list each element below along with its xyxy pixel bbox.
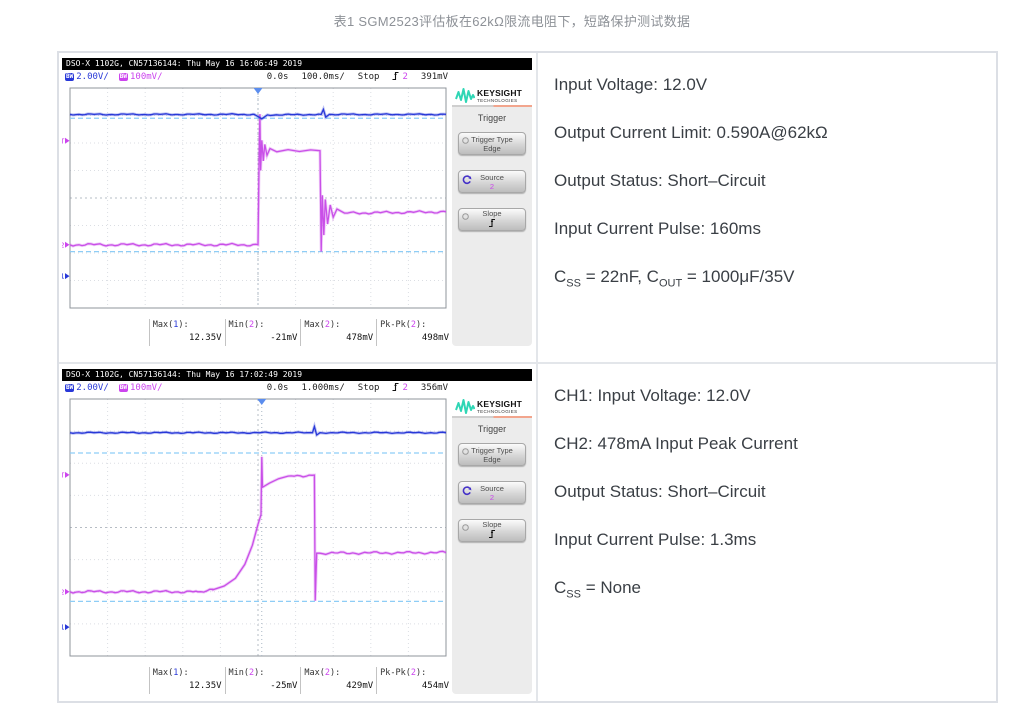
knob-icon (462, 486, 472, 498)
keysight-logo-icon (455, 399, 475, 414)
ch2-scale: 100mV/ (129, 383, 163, 393)
keysight-logo-icon (455, 88, 475, 103)
test-notes: Input Voltage: 12.0V Output Current Limit… (538, 53, 996, 294)
trigger-type-button[interactable]: Trigger Type Edge (458, 132, 526, 155)
measurement-max2: Max(2): 478mV (300, 319, 376, 346)
ch2-bw-badge: BW (118, 73, 128, 81)
rising-edge-icon (488, 218, 496, 230)
timebase: 1.000ms/ (301, 383, 345, 393)
measurement-bar: Max(1): 12.35V Min(2): -25mV Max(2): 429… (62, 667, 452, 694)
ch1-scale: 2.00V/ (76, 383, 109, 393)
measurement-min2: Min(2): -25mV (224, 667, 301, 694)
rising-edge-icon (392, 71, 399, 84)
divider (452, 105, 532, 107)
time-offset: 0.0s (266, 383, 289, 393)
ch1-scale: 2.00V/ (76, 72, 109, 82)
measurement-max1: Max(1): 12.35V (148, 667, 225, 694)
note-line: CSS = 22nF, COUT = 1000μF/35V (554, 267, 795, 290)
measurement-bar: Max(1): 12.35V Min(2): -21mV Max(2): 478… (62, 319, 452, 346)
trigger-source: 2 (402, 72, 408, 82)
trigger-source: 2 (402, 383, 408, 393)
rising-edge-icon (392, 382, 399, 395)
svg-text:T: T (62, 471, 65, 479)
note-line: CSS = None (554, 578, 641, 601)
svg-text:2: 2 (62, 241, 65, 249)
data-table: DSO-X 1102G, CN57136144: Thu May 16 16:0… (57, 51, 998, 703)
scope-title-bar: DSO-X 1102G, CN57136144: Thu May 16 16:0… (62, 58, 532, 70)
measurement-pkpk2: Pk-Pk(2): 454mV (376, 667, 452, 694)
cell-notes-2: CH1: Input Voltage: 12.0V CH2: 478mA Inpu… (538, 364, 996, 701)
softkey-dot-icon (462, 213, 469, 222)
keysight-logo: KEYSIGHT TECHNOLOGIES (452, 84, 532, 105)
ch1-bw-badge: BW (65, 73, 75, 81)
note-line: CH2: 478mA Input Peak Current (554, 434, 798, 453)
acquisition-state: Stop (357, 383, 380, 393)
trigger-panel: KEYSIGHT TECHNOLOGIES Trigger Trigger Ty… (452, 84, 532, 346)
trigger-slope-button[interactable]: Slope (458, 519, 526, 542)
ch1-bw-badge: BW (65, 384, 75, 392)
svg-text:2: 2 (62, 588, 65, 596)
trigger-source-button[interactable]: Source 2 (458, 481, 526, 504)
trigger-level: 356mV (420, 383, 448, 393)
cell-scope-2: DSO-X 1102G, CN57136144: Thu May 16 17:0… (59, 364, 538, 701)
trigger-section-label: Trigger (477, 113, 507, 123)
note-line: Input Current Pulse: 160ms (554, 219, 761, 238)
scope-status-bar: BW 2.00V/ BW 100mV/ 0.0s 1.000ms/ Stop 2… (62, 381, 532, 395)
acquisition-state: Stop (357, 72, 380, 82)
ch2-bw-badge: BW (118, 384, 128, 392)
trigger-section-label: Trigger (477, 424, 507, 434)
measurement-pkpk2: Pk-Pk(2): 498mV (376, 319, 452, 346)
measurement-min2: Min(2): -21mV (224, 319, 301, 346)
note-line: Output Status: Short–Circuit (554, 171, 766, 190)
divider (452, 416, 532, 418)
test-notes: CH1: Input Voltage: 12.0V CH2: 478mA Inpu… (538, 364, 996, 605)
note-line: Output Current Limit: 0.590A@62kΩ (554, 123, 828, 142)
waveform-plot: T 2 1 (62, 84, 452, 318)
trigger-panel: KEYSIGHT TECHNOLOGIES Trigger Trigger Ty… (452, 395, 532, 694)
timebase: 100.0ms/ (301, 72, 345, 82)
note-line: Input Voltage: 12.0V (554, 75, 708, 94)
trigger-type-button[interactable]: Trigger Type Edge (458, 443, 526, 466)
keysight-logo: KEYSIGHT TECHNOLOGIES (452, 395, 532, 416)
scope-title-bar: DSO-X 1102G, CN57136144: Thu May 16 17:0… (62, 369, 532, 381)
scope-status-bar: BW 2.00V/ BW 100mV/ 0.0s 100.0ms/ Stop 2… (62, 70, 532, 84)
trigger-slope-button[interactable]: Slope (458, 208, 526, 231)
svg-text:1: 1 (62, 624, 65, 632)
cell-notes-1: Input Voltage: 12.0V Output Current Limit… (538, 53, 996, 364)
softkey-dot-icon (462, 448, 469, 457)
note-line: CH1: Input Voltage: 12.0V (554, 386, 751, 405)
waveform-plot: T 2 1 (62, 395, 452, 666)
trigger-level: 391mV (420, 72, 448, 82)
cell-scope-1: DSO-X 1102G, CN57136144: Thu May 16 16:0… (59, 53, 538, 364)
softkey-dot-icon (462, 137, 469, 146)
page-title: 表1 SGM2523评估板在62kΩ限流电阻下，短路保护测试数据 (333, 14, 691, 29)
note-line: Input Current Pulse: 1.3ms (554, 530, 757, 549)
oscilloscope-screenshot-2: DSO-X 1102G, CN57136144: Thu May 16 17:0… (62, 369, 532, 694)
measurement-max2: Max(2): 429mV (300, 667, 376, 694)
softkey-dot-icon (462, 524, 469, 533)
time-offset: 0.0s (266, 72, 289, 82)
trigger-source-button[interactable]: Source 2 (458, 170, 526, 193)
knob-icon (462, 175, 472, 187)
svg-text:1: 1 (62, 273, 65, 281)
note-line: Output Status: Short–Circuit (554, 482, 766, 501)
rising-edge-icon (488, 529, 496, 541)
measurement-max1: Max(1): 12.35V (148, 319, 225, 346)
svg-text:T: T (62, 137, 65, 145)
ch2-scale: 100mV/ (129, 72, 163, 82)
oscilloscope-screenshot-1: DSO-X 1102G, CN57136144: Thu May 16 16:0… (62, 58, 532, 346)
